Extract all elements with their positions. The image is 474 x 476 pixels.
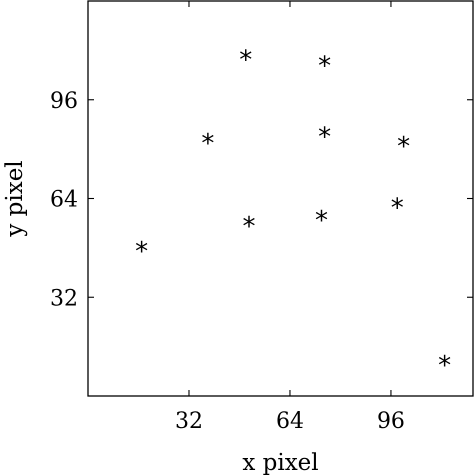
- data-point: *: [438, 351, 451, 381]
- x-tick-label: 32: [175, 409, 203, 434]
- y-tick-label: 32: [50, 286, 78, 311]
- data-point: *: [201, 129, 214, 159]
- data-points: * * * * * * * * * *: [135, 46, 451, 382]
- x-tick-label: 96: [377, 409, 405, 434]
- plot-frame: [87, 0, 474, 397]
- data-point: *: [391, 194, 404, 224]
- x-tick-label: 64: [276, 409, 304, 434]
- data-point: *: [239, 46, 252, 76]
- data-point: *: [318, 52, 331, 82]
- y-axis-label: y pixel: [2, 160, 28, 237]
- x-axis-label: x pixel: [242, 450, 318, 476]
- data-point: *: [397, 132, 410, 162]
- y-tick-label: 96: [50, 89, 78, 114]
- data-point: *: [318, 123, 331, 153]
- data-point: *: [135, 237, 148, 267]
- y-tick-label: 64: [50, 188, 78, 213]
- axis-ticks: 32 64 96 32 64 96: [50, 1, 473, 434]
- data-point: *: [315, 206, 328, 236]
- data-point: *: [242, 212, 255, 242]
